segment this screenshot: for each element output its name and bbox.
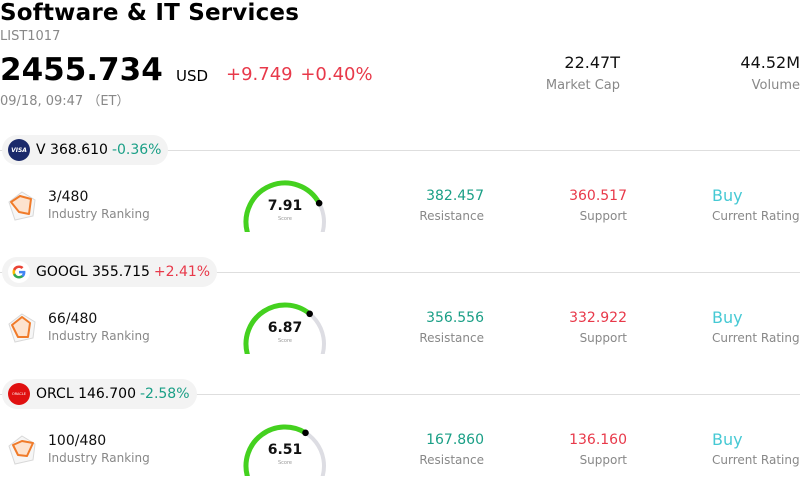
resistance-value: 382.457 <box>426 188 484 204</box>
score-gauge <box>243 180 326 232</box>
score-value: 7.91 <box>267 198 303 214</box>
support: 360.517 Support <box>569 188 627 223</box>
gauge-marker <box>302 429 309 437</box>
current-rating[interactable]: Buy Current Rating <box>712 186 800 223</box>
gauge-fill <box>243 302 313 354</box>
support: 332.922 Support <box>569 310 627 345</box>
support-label: Support <box>579 453 627 467</box>
ticker-percent-change: +2.41% <box>153 264 211 280</box>
index-price: 2455.734 <box>0 52 163 88</box>
industry-rank-value: 100/480 <box>48 433 107 449</box>
score-label: Score <box>277 338 292 344</box>
stock-ticker-pill[interactable]: VISA V 368.610 -0.36% <box>2 135 169 165</box>
score-gauge <box>243 302 326 354</box>
radar-chart-icon <box>8 435 36 465</box>
support-label: Support <box>579 209 627 223</box>
score-value: 6.87 <box>267 320 303 336</box>
rating-value[interactable]: Buy <box>712 186 743 205</box>
gauge-fill <box>243 424 308 476</box>
resistance-label: Resistance <box>419 331 484 345</box>
ticker-price: 368.610 <box>50 142 108 158</box>
stock-row-googl[interactable]: GOOGL 355.715 +2.41% 66/480 Industry Ran… <box>0 256 800 378</box>
ticker-symbol: ORCL <box>36 386 74 402</box>
timestamp: 09/18, 09:47 （ET） <box>0 94 130 109</box>
resistance-value: 356.556 <box>426 310 484 326</box>
resistance-value: 167.860 <box>426 432 484 448</box>
market-cap-value: 22.47T <box>564 53 620 72</box>
rating-label: Current Rating <box>712 453 800 467</box>
score-gauge <box>243 424 326 476</box>
radar-chart-icon <box>8 313 36 343</box>
industry-rank-label: Industry Ranking <box>48 329 150 343</box>
visa-logo-icon: VISA <box>8 139 30 161</box>
divider <box>0 394 800 395</box>
support-value: 136.160 <box>569 432 627 448</box>
support-value: 332.922 <box>569 310 627 326</box>
rating-value[interactable]: Buy <box>712 308 743 327</box>
industry-rank-label: Industry Ranking <box>48 451 150 465</box>
ticker-symbol: GOOGL <box>36 264 88 280</box>
volume-value: 44.52M <box>740 53 800 72</box>
resistance: 167.860 Resistance <box>419 432 484 467</box>
score-label: Score <box>277 216 292 222</box>
rating-label: Current Rating <box>712 209 800 223</box>
ticker-price: 146.700 <box>78 386 136 402</box>
industry-rank-label: Industry Ranking <box>48 207 150 221</box>
ticker-symbol: V <box>36 142 46 158</box>
market-cap: 22.47T Market Cap <box>546 53 620 93</box>
resistance: 382.457 Resistance <box>419 188 484 223</box>
volume: 44.52M Volume <box>740 53 800 93</box>
oracle-logo-icon: ORACLE <box>8 383 30 405</box>
score-value: 6.51 <box>267 442 303 458</box>
score-label: Score <box>277 460 292 466</box>
page-title: Software & IT Services <box>0 0 300 26</box>
industry-rank-value: 3/480 <box>48 189 89 205</box>
gauge-marker <box>315 199 323 207</box>
rating-value[interactable]: Buy <box>712 430 743 449</box>
gauge-marker <box>306 310 313 318</box>
resistance-label: Resistance <box>419 453 484 467</box>
radar-chart-icon <box>8 191 36 221</box>
rating-label: Current Rating <box>712 331 800 345</box>
divider <box>0 150 800 151</box>
stock-ticker-pill[interactable]: GOOGL 355.715 +2.41% <box>2 257 218 287</box>
support-value: 360.517 <box>569 188 627 204</box>
gauge-fill <box>243 180 322 232</box>
current-rating[interactable]: Buy Current Rating <box>712 430 800 467</box>
ticker-percent-change: -0.36% <box>111 142 162 158</box>
stock-ticker-pill[interactable]: ORACLE ORCL 146.700 -2.58% <box>2 379 197 409</box>
divider <box>0 272 800 273</box>
support: 136.160 Support <box>569 432 627 467</box>
currency: USD <box>176 67 209 85</box>
ticker-percent-change: -2.58% <box>139 386 190 402</box>
volume-label: Volume <box>751 78 800 93</box>
current-rating[interactable]: Buy Current Rating <box>712 308 800 345</box>
google-logo-icon <box>8 261 30 283</box>
resistance: 356.556 Resistance <box>419 310 484 345</box>
industry-rank-value: 66/480 <box>48 311 98 327</box>
industry-code: LIST1017 <box>0 29 61 44</box>
ticker-price: 355.715 <box>92 264 150 280</box>
stock-row-orcl[interactable]: ORACLE ORCL 146.700 -2.58% 100/480 Indus… <box>0 378 800 488</box>
market-cap-label: Market Cap <box>545 78 620 93</box>
price-change: +9.749 +0.40% <box>226 64 373 85</box>
resistance-label: Resistance <box>419 209 484 223</box>
stock-row-v[interactable]: VISA V 368.610 -0.36% 3/480 Industry Ran… <box>0 134 800 256</box>
support-label: Support <box>579 331 627 345</box>
